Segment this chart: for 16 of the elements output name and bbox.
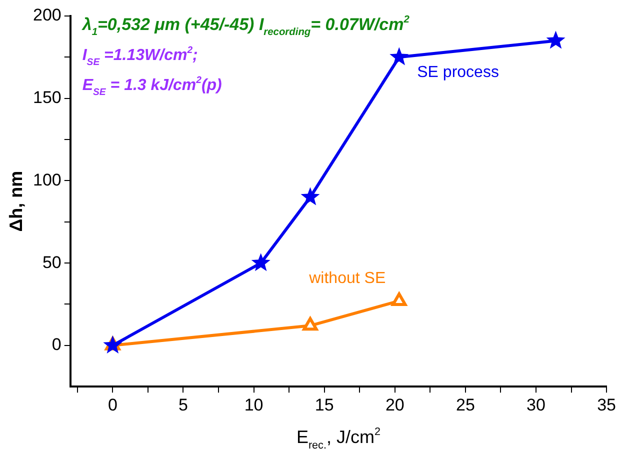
y-tick-label: 50 <box>42 252 62 272</box>
x-tick-label: 15 <box>314 395 334 414</box>
y-tick-label: 200 <box>32 6 62 25</box>
series-label: without SE <box>308 270 386 287</box>
x-tick-label: 5 <box>178 395 188 414</box>
x-tick-label: 0 <box>108 395 118 414</box>
x-tick-label: 10 <box>244 395 264 414</box>
y-tick-label: 150 <box>32 88 62 108</box>
x-tick-label: 20 <box>385 395 404 414</box>
x-tick-label: 30 <box>526 395 546 414</box>
x-tick-label: 35 <box>597 395 616 414</box>
y-axis-title: Δh, nm <box>6 170 26 232</box>
y-tick-label: 100 <box>32 170 62 190</box>
y-tick-label: 0 <box>52 335 62 354</box>
x-tick-label: 25 <box>456 395 475 414</box>
series-label: SE process <box>417 64 499 82</box>
